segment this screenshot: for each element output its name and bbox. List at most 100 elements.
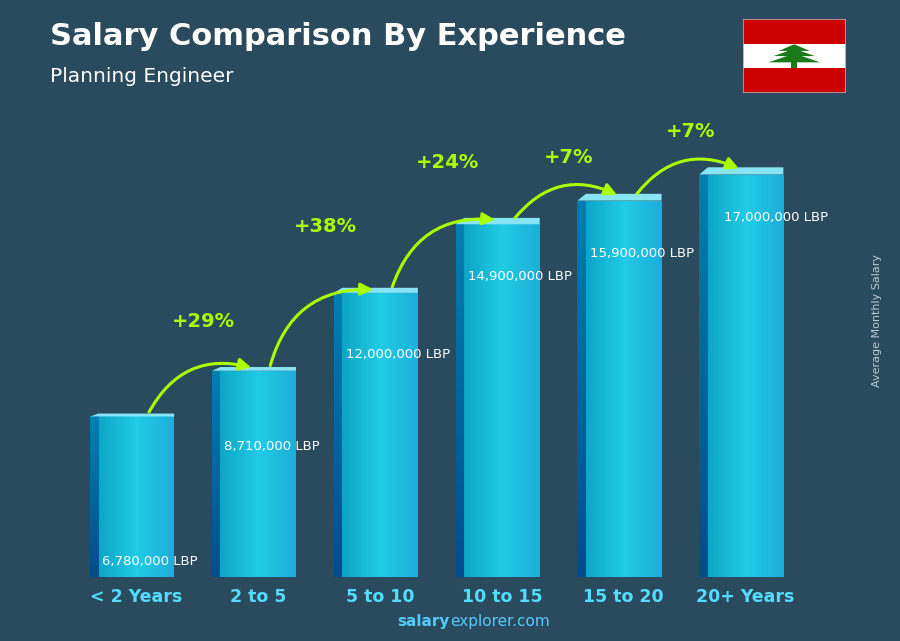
Bar: [699, 255, 707, 269]
Bar: [103, 417, 104, 577]
Bar: [212, 536, 220, 542]
Bar: [595, 201, 597, 577]
Bar: [598, 201, 600, 577]
Text: Average Monthly Salary: Average Monthly Salary: [872, 254, 883, 387]
Bar: [90, 508, 99, 513]
Bar: [334, 331, 342, 340]
Bar: [157, 417, 158, 577]
Bar: [748, 174, 750, 577]
Bar: [578, 464, 586, 476]
Bar: [699, 242, 707, 255]
Bar: [578, 201, 586, 213]
Bar: [374, 293, 375, 577]
Bar: [257, 370, 258, 577]
Bar: [492, 224, 493, 577]
Bar: [471, 224, 472, 577]
Bar: [162, 417, 163, 577]
Bar: [166, 417, 168, 577]
Bar: [578, 326, 586, 338]
Bar: [238, 370, 239, 577]
Bar: [90, 491, 99, 497]
Bar: [725, 174, 727, 577]
Bar: [212, 440, 220, 446]
Bar: [223, 370, 224, 577]
Bar: [578, 238, 586, 251]
Bar: [360, 293, 362, 577]
Bar: [90, 556, 99, 561]
Bar: [455, 506, 464, 518]
Bar: [212, 446, 220, 453]
Bar: [716, 174, 718, 577]
Bar: [118, 417, 119, 577]
Bar: [762, 174, 763, 577]
Bar: [173, 417, 175, 577]
Bar: [334, 293, 342, 303]
Bar: [699, 335, 707, 349]
Bar: [125, 417, 127, 577]
Bar: [350, 293, 351, 577]
Bar: [268, 370, 270, 577]
Bar: [699, 416, 707, 429]
Text: +24%: +24%: [416, 153, 479, 172]
Bar: [251, 370, 252, 577]
Bar: [407, 293, 408, 577]
Bar: [101, 417, 103, 577]
Bar: [375, 293, 376, 577]
Bar: [212, 501, 220, 508]
Bar: [245, 370, 246, 577]
Bar: [100, 417, 102, 577]
Bar: [781, 174, 782, 577]
Bar: [347, 293, 349, 577]
Bar: [288, 370, 290, 577]
Bar: [699, 456, 707, 470]
Bar: [486, 224, 487, 577]
Bar: [212, 467, 220, 474]
Bar: [137, 417, 138, 577]
Bar: [626, 201, 628, 577]
Bar: [284, 370, 286, 577]
Bar: [699, 362, 707, 376]
Bar: [480, 224, 481, 577]
Bar: [372, 293, 373, 577]
Bar: [608, 201, 609, 577]
Bar: [334, 350, 342, 359]
Bar: [233, 370, 235, 577]
Bar: [578, 213, 586, 226]
Bar: [415, 293, 417, 577]
Bar: [90, 566, 99, 572]
Bar: [334, 359, 342, 369]
Bar: [523, 224, 525, 577]
Bar: [293, 370, 295, 577]
Bar: [735, 174, 737, 577]
Bar: [588, 201, 589, 577]
Bar: [509, 224, 511, 577]
Text: +7%: +7%: [544, 149, 594, 167]
Bar: [496, 224, 497, 577]
Bar: [455, 365, 464, 377]
Bar: [649, 201, 651, 577]
Bar: [455, 342, 464, 354]
Bar: [578, 388, 586, 401]
Bar: [737, 174, 738, 577]
Bar: [455, 319, 464, 330]
Bar: [369, 293, 370, 577]
Bar: [767, 174, 769, 577]
Bar: [212, 412, 220, 419]
Bar: [742, 174, 743, 577]
Bar: [334, 369, 342, 378]
Bar: [334, 378, 342, 388]
Bar: [699, 269, 707, 282]
Text: Planning Engineer: Planning Engineer: [50, 67, 233, 87]
Bar: [719, 174, 721, 577]
Bar: [493, 224, 495, 577]
Bar: [139, 417, 140, 577]
Text: 17,000,000 LBP: 17,000,000 LBP: [724, 212, 828, 224]
Bar: [455, 553, 464, 565]
Bar: [455, 377, 464, 389]
Bar: [616, 201, 617, 577]
Bar: [153, 417, 154, 577]
Bar: [212, 378, 220, 385]
Bar: [284, 370, 285, 577]
Bar: [630, 201, 632, 577]
Bar: [592, 201, 594, 577]
